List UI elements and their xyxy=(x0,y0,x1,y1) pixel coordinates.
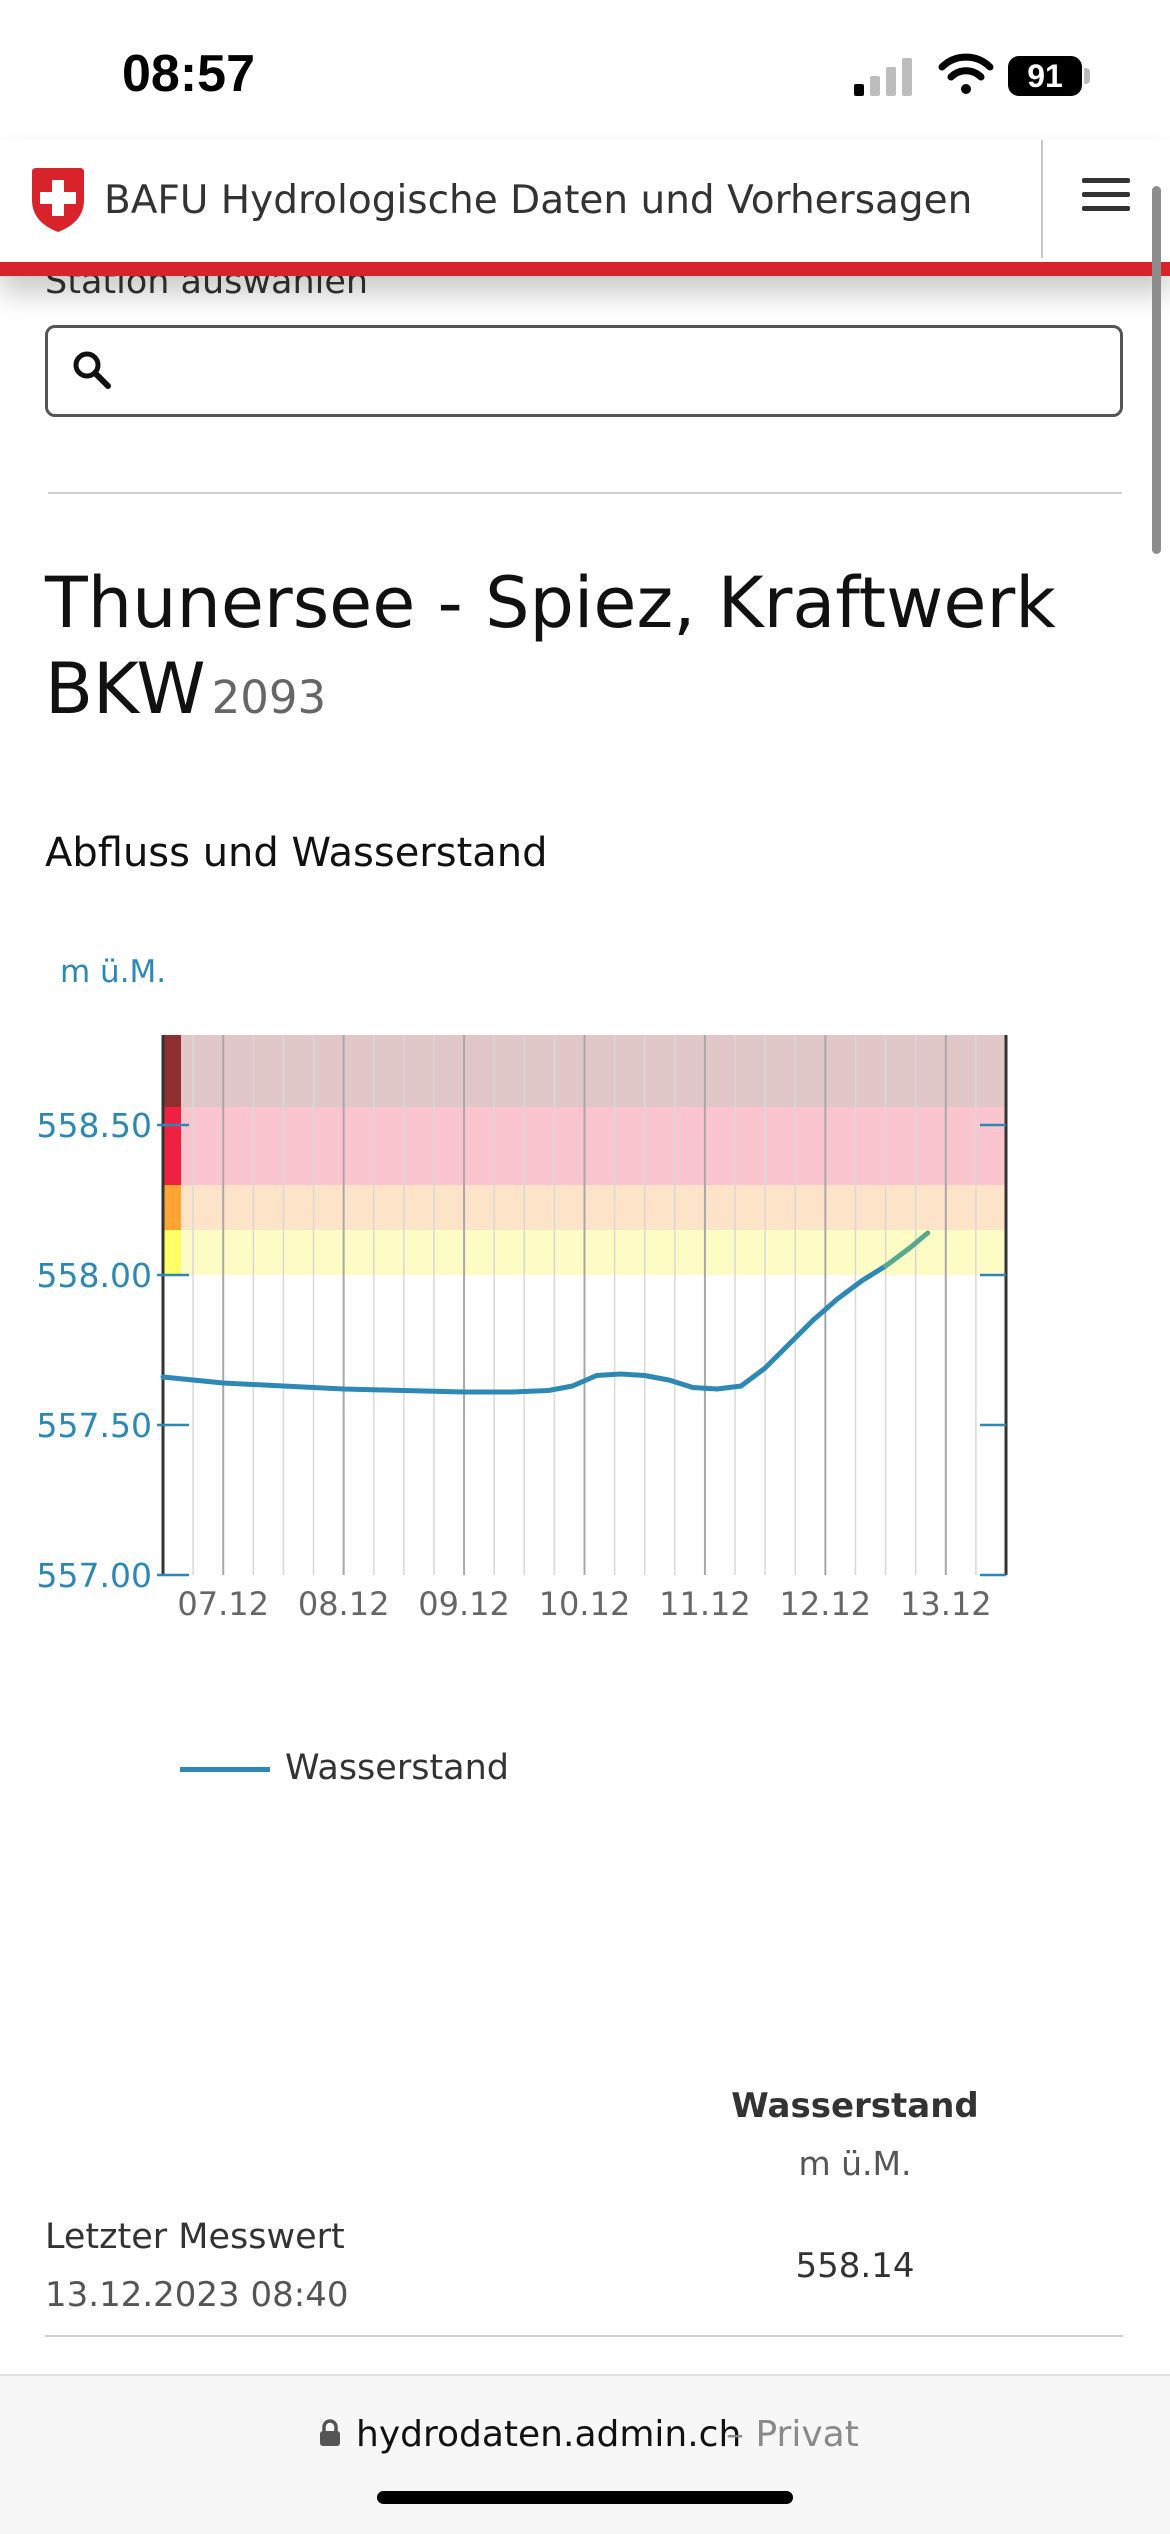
y-tick-label: 558.00 xyxy=(37,1256,152,1295)
hamburger-menu-icon[interactable] xyxy=(1082,178,1130,222)
station-id: 2093 xyxy=(211,671,327,724)
x-tick-label: 07.12 xyxy=(177,1585,269,1623)
data-point xyxy=(884,1264,888,1268)
swiss-shield-logo-icon[interactable] xyxy=(28,166,88,234)
threshold-indicator-1 xyxy=(163,1185,181,1230)
data-point xyxy=(546,1389,550,1392)
data-point xyxy=(926,1231,930,1235)
browser-url[interactable]: hydrodaten.admin.ch xyxy=(356,2414,742,2455)
station-search-input[interactable] xyxy=(120,334,1114,410)
battery-indicator: 91 xyxy=(1008,56,1082,96)
data-point xyxy=(667,1378,671,1382)
table-divider xyxy=(45,2335,1123,2337)
home-indicator[interactable] xyxy=(377,2491,793,2504)
data-point xyxy=(643,1374,647,1377)
x-tick-label: 08.12 xyxy=(298,1585,390,1623)
y-tick-label: 558.50 xyxy=(37,1106,152,1145)
header-divider xyxy=(1041,140,1043,258)
site-header xyxy=(0,140,1170,276)
data-point xyxy=(161,1375,165,1379)
data-point xyxy=(510,1390,514,1394)
data-point xyxy=(691,1386,695,1389)
x-tick-label: 12.12 xyxy=(780,1585,872,1623)
station-name-line1: Thunersee - Spiez, Kraftwerk xyxy=(45,562,1056,644)
data-point xyxy=(859,1279,863,1283)
scrollbar-thumb[interactable] xyxy=(1152,186,1161,554)
search-icon xyxy=(73,351,111,389)
status-time: 08:57 xyxy=(122,45,255,103)
data-point xyxy=(739,1384,743,1388)
table-column-header: Wasserstand xyxy=(731,2086,979,2126)
table-row-label: Letzter Messwert xyxy=(45,2217,345,2257)
chart-heading: Abfluss und Wasserstand xyxy=(45,830,548,876)
data-point xyxy=(787,1342,791,1346)
series-line-wasserstand xyxy=(160,1263,889,1395)
x-tick-label: 10.12 xyxy=(539,1585,631,1623)
table-column-unit: m ü.M. xyxy=(798,2144,912,2183)
data-point xyxy=(570,1384,574,1388)
x-tick-label: 11.12 xyxy=(659,1585,751,1623)
x-tick-label: 09.12 xyxy=(418,1585,510,1623)
y-tick-label: 557.50 xyxy=(37,1406,152,1445)
table-row-value: 558.14 xyxy=(795,2246,915,2286)
threshold-indicator-0 xyxy=(163,1230,181,1275)
data-point xyxy=(811,1318,815,1322)
cellular-signal-icon xyxy=(854,58,912,96)
lock-icon xyxy=(320,2419,340,2446)
threshold-indicator-3 xyxy=(163,1035,181,1107)
data-point xyxy=(835,1297,839,1301)
browser-address-bar[interactable] xyxy=(0,2374,1170,2534)
x-tick-label: 13.12 xyxy=(900,1585,992,1623)
data-point xyxy=(908,1246,912,1250)
data-point xyxy=(619,1372,623,1376)
threshold-indicator-2 xyxy=(163,1107,181,1185)
station-title: Thunersee - Spiez, Kraftwerk BKW 2093 xyxy=(45,560,1125,741)
station-name-line2: BKW xyxy=(45,648,206,730)
battery-tip xyxy=(1084,68,1090,84)
data-point xyxy=(221,1381,225,1385)
data-point xyxy=(715,1387,719,1391)
wifi-icon xyxy=(938,53,994,94)
data-point xyxy=(595,1374,599,1377)
legend-swatch-wasserstand[interactable] xyxy=(180,1767,270,1772)
y-axis-label: m ü.M. xyxy=(60,954,166,990)
section-divider xyxy=(48,492,1122,494)
browser-private-label: – Privat xyxy=(726,2414,859,2455)
data-point xyxy=(763,1366,767,1370)
data-point xyxy=(462,1390,466,1394)
table-row-date: 13.12.2023 08:40 xyxy=(45,2275,349,2315)
legend-label-wasserstand[interactable]: Wasserstand xyxy=(285,1748,510,1788)
site-title[interactable]: BAFU Hydrologische Daten und Vorhersagen xyxy=(104,178,973,223)
water-level-chart[interactable]: 557.00 557.50 558.00 558.50 m ü.M. 07.12 08.12… xyxy=(0,940,1170,1640)
data-point xyxy=(402,1389,406,1392)
data-point xyxy=(342,1387,346,1391)
data-point xyxy=(281,1384,285,1388)
y-tick-label: 557.00 xyxy=(37,1556,152,1595)
